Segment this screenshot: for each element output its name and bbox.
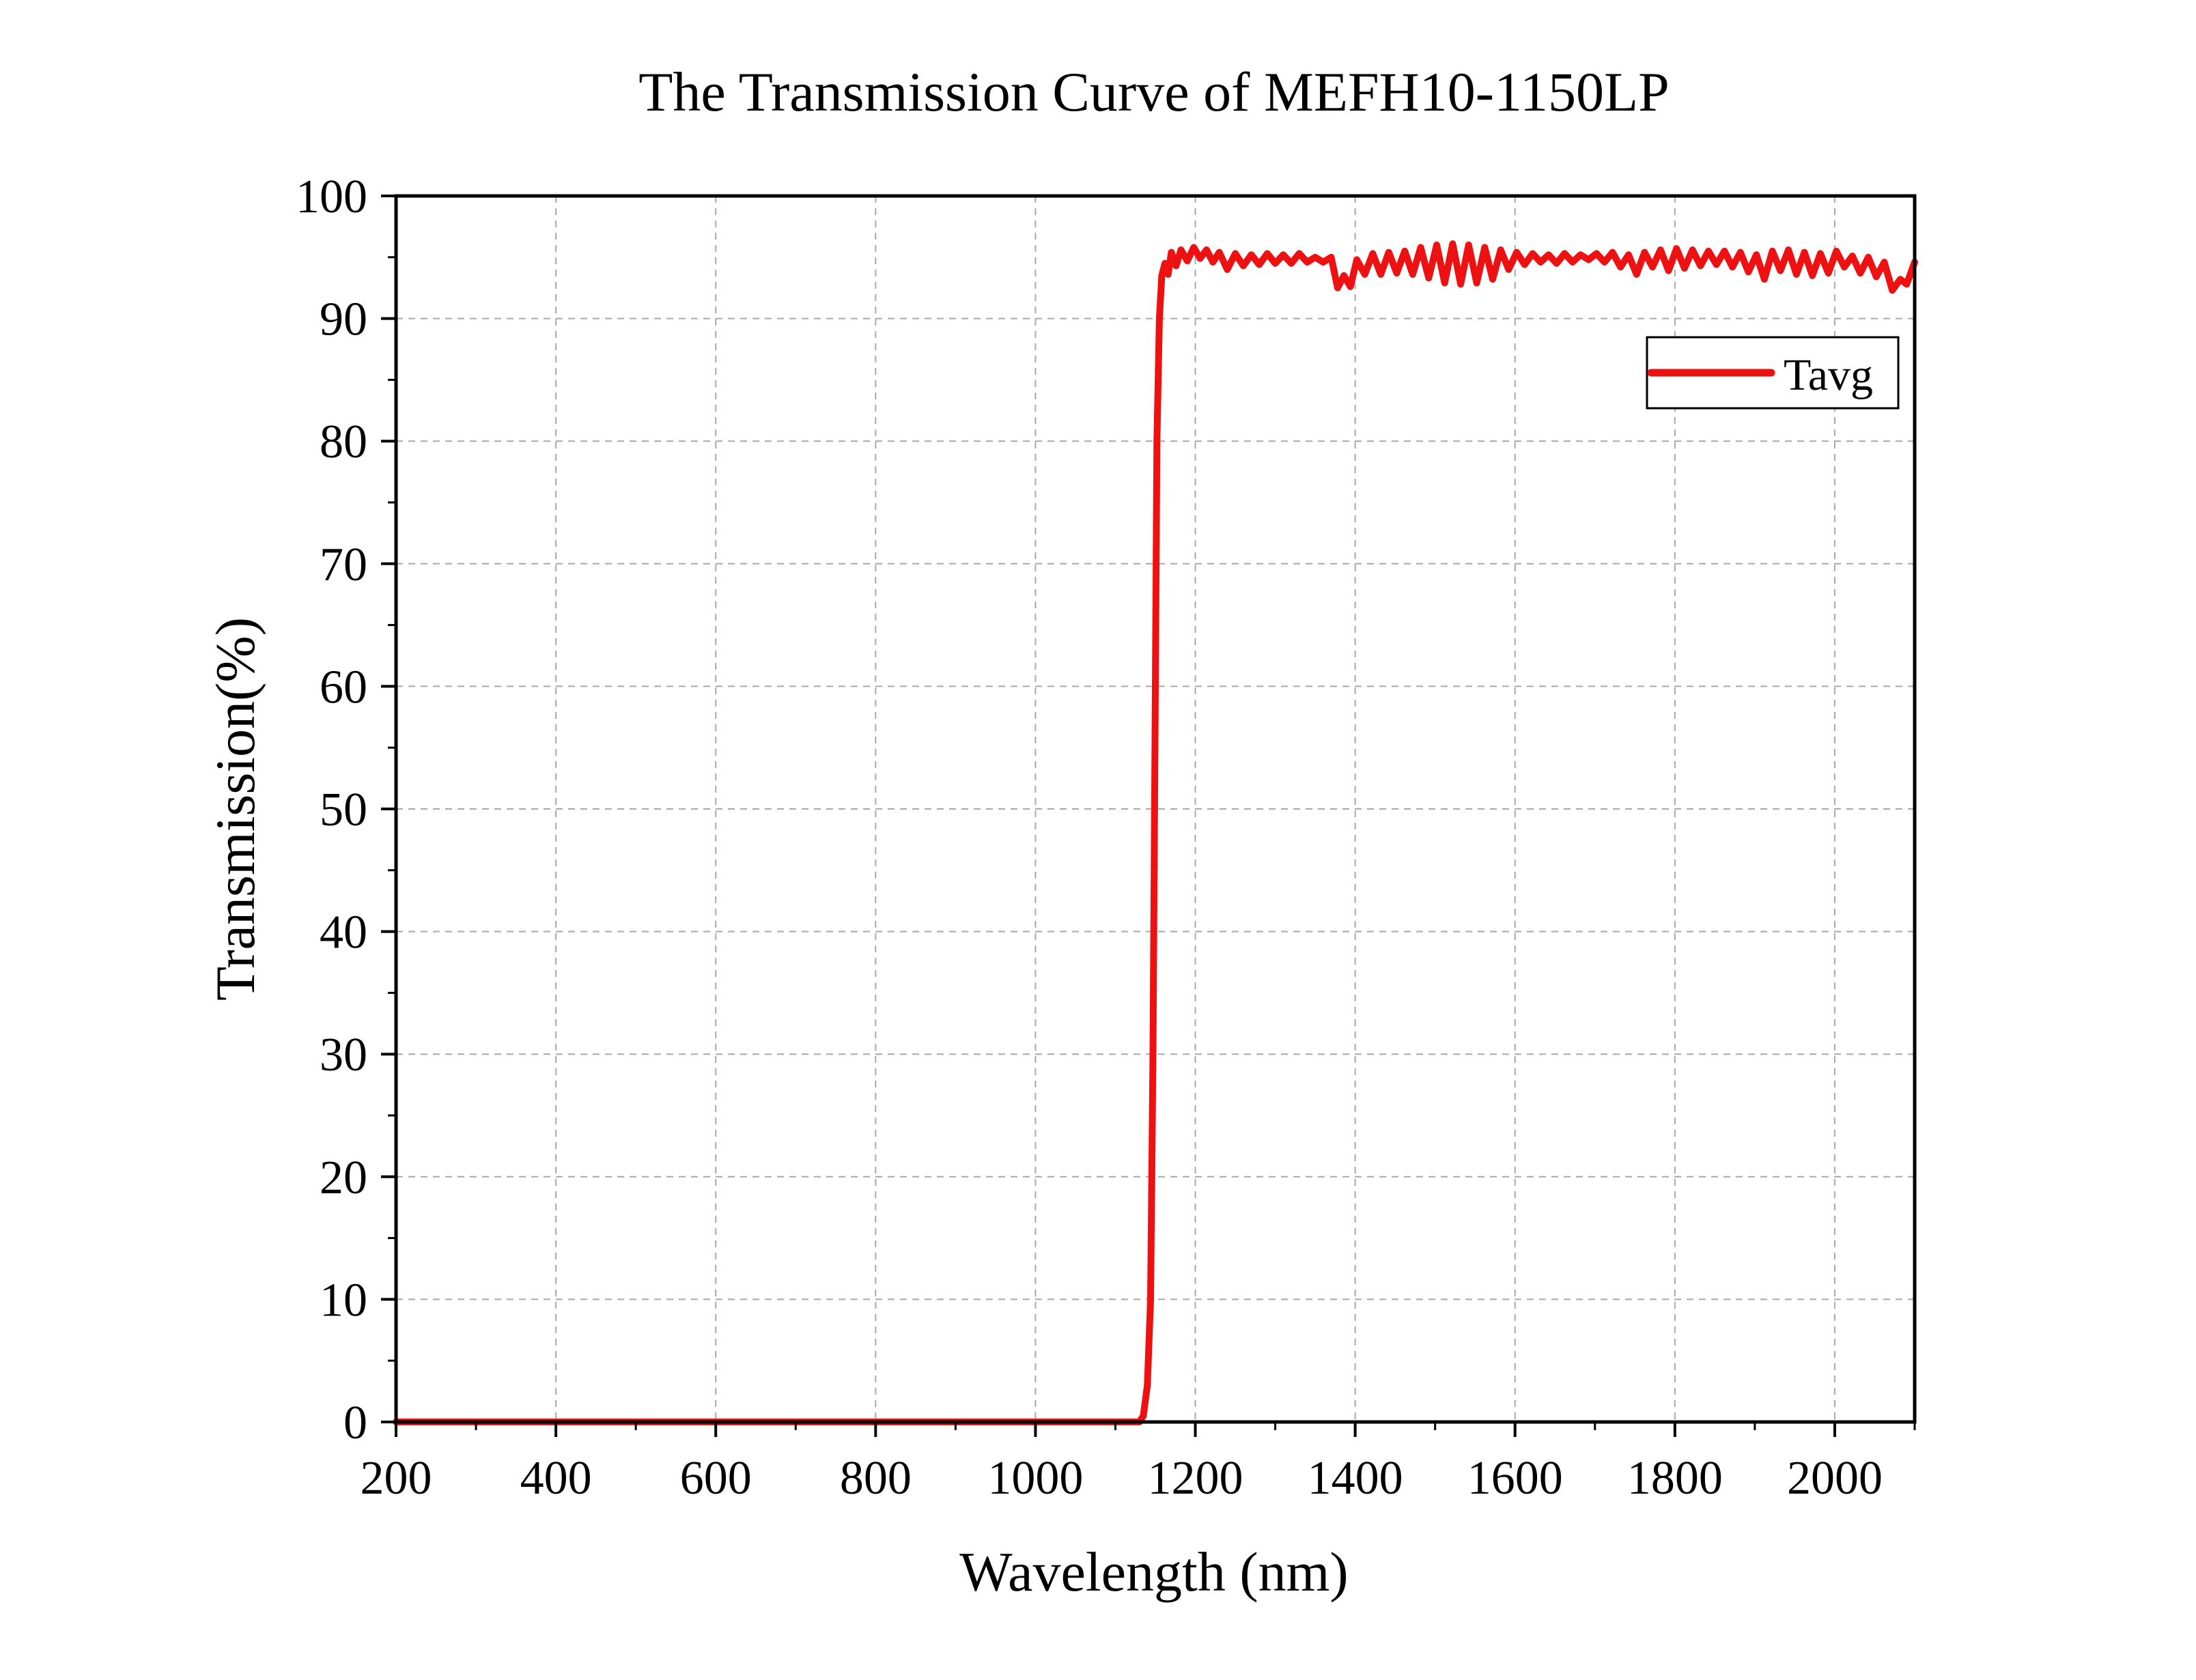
tick-layer [381,195,1916,1437]
x-tick-label: 1400 [1308,1452,1403,1505]
legend-label-tavg: Tavg [1784,350,1873,400]
y-tick-label: 60 [320,661,367,713]
y-tick-label: 50 [320,784,367,836]
y-axis-label: Transmission(%) [204,617,266,1001]
y-tick-label: 70 [320,539,367,591]
y-tick-label: 10 [320,1274,367,1326]
x-tick-label: 1800 [1627,1452,1723,1505]
legend: Tavg [1646,336,1900,410]
x-tick-label: 400 [520,1452,592,1505]
y-tick-label: 0 [343,1397,367,1449]
y-tick-label: 30 [320,1029,367,1081]
x-tick-label: 1200 [1148,1452,1243,1505]
y-tick-label: 20 [320,1152,367,1204]
x-axis-label: Wavelength (nm) [959,1541,1348,1603]
y-tick-label: 80 [320,416,367,468]
y-tick-label: 90 [320,294,367,346]
y-tick-label: 40 [320,907,367,959]
x-tick-label: 1000 [987,1452,1083,1505]
series-line-tavg [393,240,1918,1425]
x-tick-label: 2000 [1787,1452,1883,1505]
x-tick-label: 800 [840,1452,912,1505]
x-tick-label: 1600 [1467,1452,1563,1505]
x-tick-label: 200 [361,1452,432,1505]
grid-layer [396,196,1915,1422]
x-tick-label: 600 [680,1452,752,1505]
chart-title: The Transmission Curve of MEFH10-1150LP [638,61,1669,123]
series-layer [393,240,1918,1425]
label-layer: 200 400 600 800 1000 1200 1400 1600 1800 2000 0 10 2… [296,171,1883,1505]
y-tick-label: 100 [296,171,367,223]
